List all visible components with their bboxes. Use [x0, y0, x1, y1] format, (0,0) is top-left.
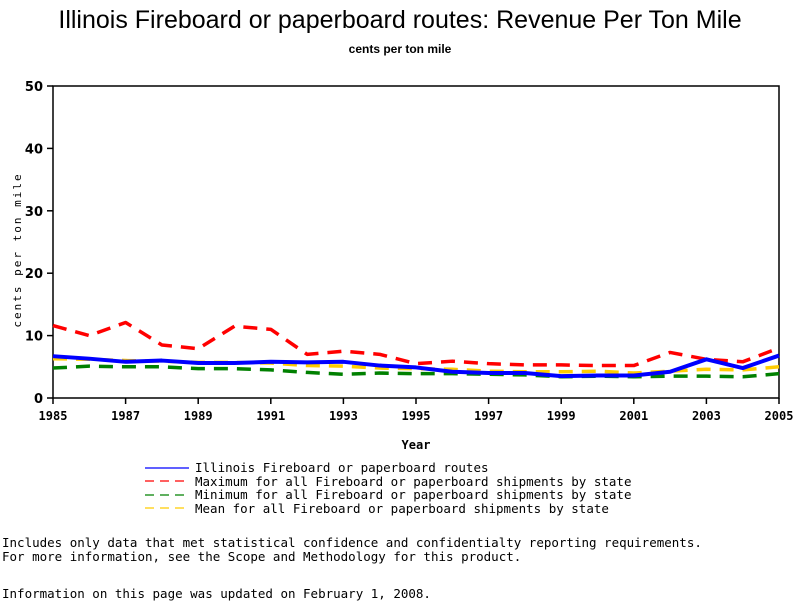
x-tick-label: 1997 [474, 409, 503, 423]
legend-swatch [145, 477, 189, 485]
legend-item: Illinois Fireboard or paperboard routes [145, 461, 632, 475]
y-tick-label: 50 [25, 80, 43, 95]
legend-swatch [145, 491, 189, 499]
legend-swatch [145, 504, 189, 512]
y-axis-label: cents per ton mile [11, 172, 24, 327]
legend-item: Maximum for all Fireboard or paperboard … [145, 475, 632, 489]
y-tick-label: 40 [25, 142, 43, 157]
x-axis-label: Year [402, 438, 431, 452]
x-tick-label: 1993 [329, 409, 358, 423]
legend-swatch [145, 464, 189, 472]
legend-label: Maximum for all Fireboard or paperboard … [195, 475, 632, 489]
legend-item: Minimum for all Fireboard or paperboard … [145, 488, 632, 502]
legend-label: Illinois Fireboard or paperboard routes [195, 461, 489, 475]
x-tick-label: 1985 [39, 409, 68, 423]
y-tick-label: 20 [25, 267, 43, 282]
line-chart: 0 10 20 30 40 50 1985 1987 1989 1991 1993 1995 1997 1… [0, 0, 800, 460]
x-tick-label: 2003 [692, 409, 721, 423]
series-line-0 [53, 356, 779, 377]
y-tick-label: 30 [25, 205, 43, 220]
x-tick-label: 1989 [184, 409, 213, 423]
note-line-1: Includes only data that met statistical … [2, 536, 702, 550]
x-tick-label: 1995 [402, 409, 431, 423]
note-line-2: For more information, see the Scope and … [2, 550, 521, 564]
x-tick-label: 2005 [765, 409, 794, 423]
legend-item: Mean for all Fireboard or paperboard shi… [145, 502, 632, 516]
x-tick-label: 1999 [547, 409, 576, 423]
y-tick-label: 10 [25, 330, 43, 345]
legend-label: Minimum for all Fireboard or paperboard … [195, 488, 632, 502]
x-tick-label: 1987 [111, 409, 140, 423]
updated-note: Information on this page was updated on … [2, 587, 431, 601]
x-tick-label: 1991 [256, 409, 285, 423]
legend-label: Mean for all Fireboard or paperboard shi… [195, 502, 609, 516]
x-tick-label: 2001 [619, 409, 648, 423]
y-tick-label: 0 [34, 392, 43, 407]
